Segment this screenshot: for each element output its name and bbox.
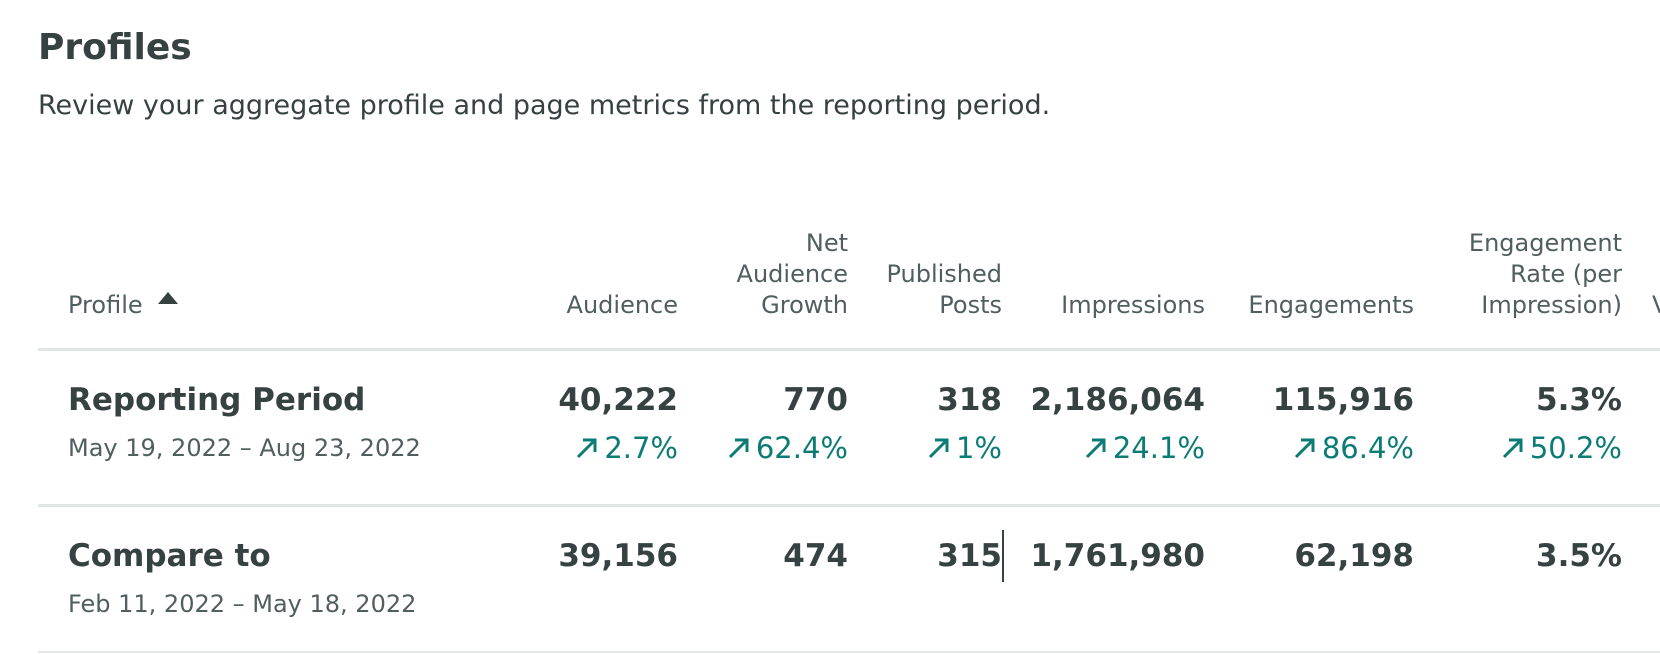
arrow-up-right-icon [1294, 438, 1315, 459]
value-engagements: 115,916 [1272, 382, 1414, 418]
value-engagement-rate: 5.3% [1536, 382, 1622, 418]
column-header-engagements[interactable]: Engagements [1248, 291, 1414, 319]
delta-value: 86.4% [1321, 431, 1414, 465]
column-header-profile[interactable]: Profile [68, 291, 143, 319]
delta-value: 50.2% [1529, 431, 1622, 465]
sort-ascending-icon[interactable] [158, 292, 178, 304]
row-label-reporting-period: Reporting Period [68, 382, 366, 418]
row-label-compare-to: Compare to [68, 538, 271, 574]
column-header-published-posts[interactable]: Published Posts [886, 260, 1002, 319]
delta-published-posts: 1% [802, 429, 1002, 467]
compare-value-engagement-rate: 3.5% [1536, 538, 1622, 574]
page-title: Profiles [38, 27, 192, 68]
arrow-up-right-icon [577, 438, 597, 459]
delta-value: 24.1% [1112, 431, 1205, 465]
value-published-posts: 318 [937, 382, 1002, 418]
compare-value-engagements: 62,198 [1294, 538, 1414, 574]
row-date-range-reporting-period: May 19, 2022 – Aug 23, 2022 [68, 434, 421, 462]
column-header-impressions[interactable]: Impressions [1061, 291, 1205, 319]
delta-audience: 2.7% [478, 429, 678, 467]
arrow-up-right-icon [1502, 438, 1523, 459]
value-impressions: 2,186,064 [1030, 382, 1205, 418]
delta-impressions: 24.1% [1005, 429, 1205, 467]
value-audience: 40,222 [558, 382, 678, 418]
table-bottom-divider [38, 651, 1660, 653]
delta-value: 62.4% [755, 431, 848, 465]
column-header-net-audience-growth[interactable]: Net Audience Growth [736, 229, 848, 319]
value-net-audience-growth: 770 [783, 382, 848, 418]
delta-value: 1% [955, 431, 1002, 465]
arrow-up-right-icon [728, 438, 749, 459]
text-cursor [1002, 530, 1004, 582]
page-subtitle: Review your aggregate profile and page m… [38, 90, 1051, 121]
header-divider [38, 348, 1660, 351]
arrow-up-right-icon [928, 438, 949, 459]
delta-net-audience-growth: 62.4% [648, 429, 848, 467]
row-date-range-compare-to: Feb 11, 2022 – May 18, 2022 [68, 590, 417, 618]
row-divider [38, 504, 1660, 507]
arrow-up-right-icon [1085, 438, 1106, 459]
column-header-engagement-rate[interactable]: Engagement Rate (per Impression) [1468, 229, 1622, 319]
delta-engagements: 86.4% [1214, 429, 1414, 467]
compare-value-impressions: 1,761,980 [1030, 538, 1205, 574]
compare-value-net-audience-growth: 474 [783, 538, 848, 574]
delta-engagement-rate: 50.2% [1422, 429, 1622, 467]
delta-value: 2.7% [604, 431, 678, 465]
compare-value-audience: 39,156 [558, 538, 678, 574]
column-header-audience[interactable]: Audience [566, 291, 678, 319]
column-header-cutoff[interactable]: V [1652, 290, 1660, 321]
compare-value-published-posts: 315 [937, 538, 1002, 574]
